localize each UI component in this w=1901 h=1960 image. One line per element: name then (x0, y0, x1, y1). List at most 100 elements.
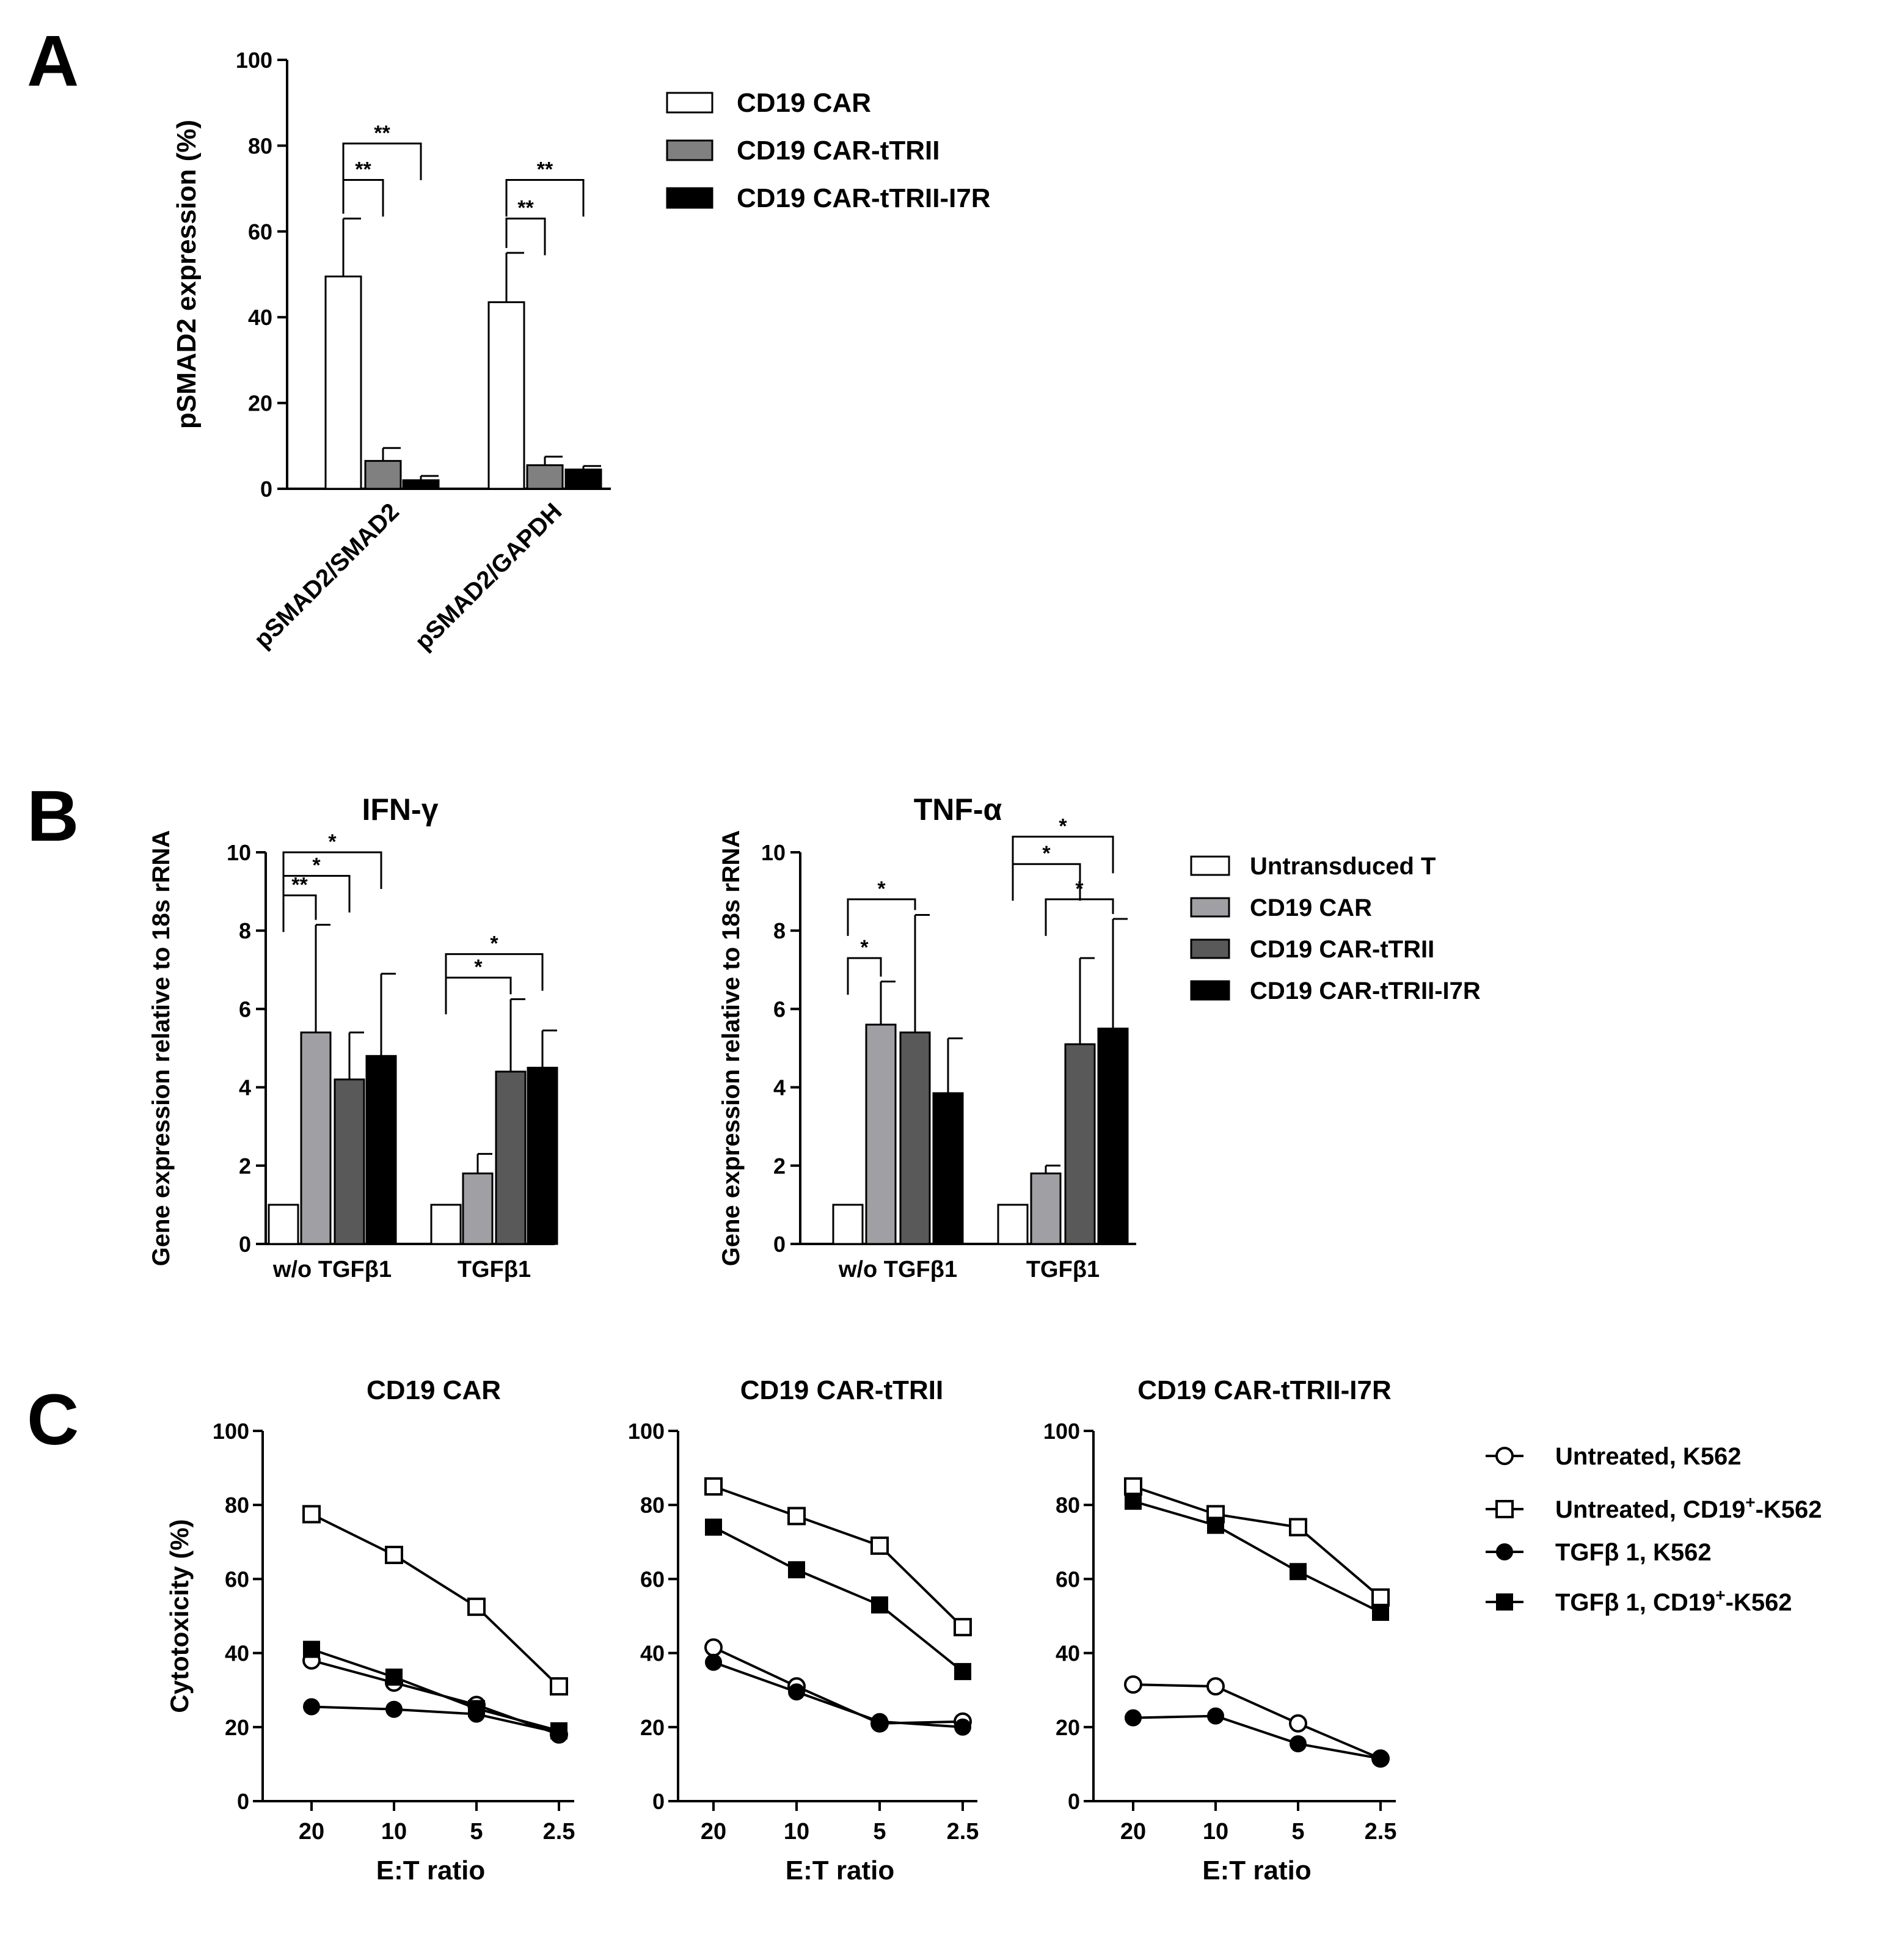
y-tick-label: 60 (225, 1567, 249, 1592)
legend-swatch (1190, 980, 1230, 1001)
significance-label: * (1075, 877, 1084, 901)
data-point (1495, 1447, 1514, 1465)
significance-label: * (490, 932, 498, 956)
bar (1097, 1027, 1129, 1245)
y-tick-label: 80 (1056, 1493, 1080, 1518)
y-tick-label: 8 (239, 918, 251, 943)
bar (526, 464, 564, 490)
y-axis-label: Gene expression relative to 18s rRNA (718, 830, 745, 1267)
significance-label: * (1042, 842, 1051, 865)
legend-label-text: -K562 (1726, 1589, 1792, 1616)
significance-label: * (328, 830, 337, 854)
y-tick-label: 20 (225, 1715, 249, 1740)
x-tick-label: 2.5 (543, 1819, 575, 1845)
legend-swatch (666, 187, 713, 209)
x-tick-label: 10 (784, 1819, 809, 1845)
data-point (788, 1561, 805, 1579)
y-tick-label: 100 (213, 1419, 249, 1444)
bar (365, 1055, 397, 1245)
category-label: TGFβ1 (1026, 1257, 1100, 1282)
data-point (385, 1546, 403, 1565)
data-point (1372, 1603, 1389, 1621)
chart-title: TNF-α (914, 792, 1002, 827)
legend-label-text: Untreated, CD19 (1555, 1496, 1745, 1523)
data-point (787, 1507, 806, 1526)
y-tick-label: 4 (239, 1075, 251, 1100)
bar (997, 1204, 1029, 1245)
y-tick-label: 60 (248, 219, 272, 244)
bar (495, 1070, 527, 1245)
legend-a: CD19 CAR CD19 CAR-tTRII CD19 CAR-tTRII-I7R (666, 88, 991, 213)
y-tick-label: 10 (227, 840, 251, 865)
data-point (1495, 1500, 1514, 1518)
y-tick-label: 10 (761, 840, 786, 865)
legend-label: CD19 CAR-tTRII-I7R (1250, 978, 1481, 1004)
x-tick-label: 5 (873, 1819, 886, 1845)
significance-bracket (445, 976, 512, 1015)
bar (324, 276, 362, 490)
legend-swatch (1190, 938, 1230, 959)
y-tick-label: 4 (773, 1075, 786, 1100)
significance-label: * (860, 936, 869, 959)
legend-label: TGFβ 1, CD19+-K562 (1555, 1585, 1792, 1616)
significance-label: ** (374, 122, 390, 145)
y-tick-label: 100 (628, 1419, 665, 1444)
bar (564, 468, 602, 490)
y-tick-label: 100 (1043, 1419, 1080, 1444)
significance-bracket (342, 179, 384, 217)
significance-label: ** (537, 158, 553, 181)
series-line (311, 1648, 560, 1732)
significance-bracket (342, 142, 422, 180)
series-line (713, 1661, 963, 1728)
bar (1064, 1043, 1096, 1245)
data-point (385, 1668, 403, 1686)
significance-bracket (847, 898, 916, 936)
data-point (302, 1505, 321, 1524)
x-tick-label: 20 (299, 1819, 324, 1845)
data-point (1125, 1709, 1142, 1727)
category-label: pSMAD2/SMAD2 (249, 498, 404, 653)
y-tick-label: 0 (239, 1232, 251, 1257)
data-point (1207, 1707, 1224, 1725)
y-tick-label: 20 (1056, 1715, 1080, 1740)
bar (462, 1172, 494, 1245)
data-point (704, 1477, 723, 1496)
data-point (1289, 1714, 1307, 1733)
data-point (1206, 1677, 1225, 1696)
significance-bracket (505, 218, 546, 255)
significance-bracket (282, 851, 382, 889)
x-tick-label: 2.5 (947, 1819, 979, 1845)
bar (527, 1067, 558, 1245)
series-line (311, 1513, 560, 1688)
legend-label: CD19 CAR-tTRII (1250, 936, 1434, 963)
x-tick-label: 2.5 (1365, 1819, 1397, 1845)
data-point (1290, 1563, 1307, 1581)
legend-label: TGFβ 1, K562 (1555, 1539, 1712, 1566)
legend-label-text: TGFβ 1, K562 (1555, 1539, 1712, 1566)
legend-swatch (1190, 897, 1230, 918)
legend-label: Untreated, K562 (1555, 1443, 1742, 1470)
y-tick-label: 0 (260, 477, 272, 502)
data-point (550, 1722, 567, 1739)
significance-bracket (1012, 863, 1081, 901)
data-point (1496, 1593, 1513, 1611)
significance-label: * (474, 956, 483, 979)
panel-label-a: A (27, 21, 79, 101)
data-point (1371, 1588, 1390, 1607)
significance-label: ** (291, 874, 308, 897)
data-point (303, 1640, 320, 1658)
significance-label: * (1059, 814, 1067, 838)
significance-bracket (847, 957, 882, 995)
x-tick-label: 10 (1203, 1819, 1228, 1845)
bar (899, 1031, 931, 1245)
data-point (704, 1638, 723, 1657)
data-point (468, 1700, 485, 1717)
bar (402, 479, 440, 490)
series-line (1133, 1485, 1382, 1599)
chart-c-cd19-car-ttrii-i7r: 0 20 40 60 80 100 20 10 5 2.5 CD19 CAR-tTRII-I7R E:… (1043, 1375, 1396, 1885)
significance-bracket (505, 179, 585, 217)
data-point (1124, 1477, 1142, 1496)
y-tick-label: 40 (225, 1641, 249, 1666)
